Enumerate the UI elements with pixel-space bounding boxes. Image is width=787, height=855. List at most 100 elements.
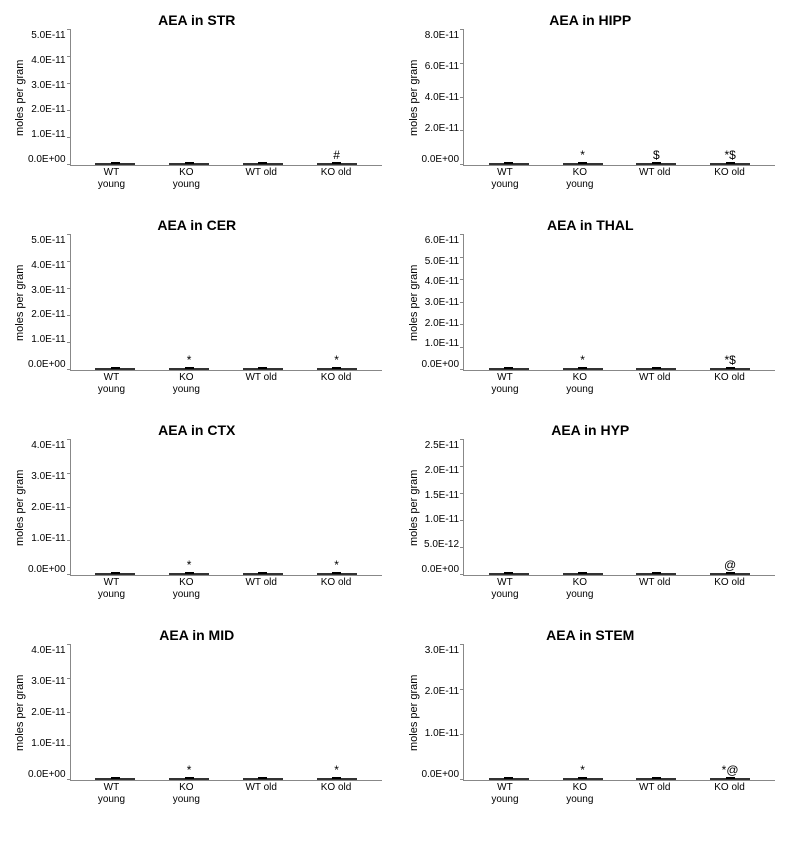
x-axis: WT youngKO youngWT oldKO old bbox=[66, 165, 382, 190]
y-tick-label: 1.0E-11 bbox=[31, 334, 65, 345]
x-tick-label: WT young bbox=[79, 577, 145, 600]
plot-area: @ bbox=[463, 440, 775, 576]
bar-group: * bbox=[304, 764, 369, 780]
bar-group bbox=[83, 354, 148, 370]
y-tick-label: 5.0E-11 bbox=[31, 235, 65, 246]
significance-marker: # bbox=[333, 149, 340, 163]
y-tick-label: 1.0E-11 bbox=[31, 129, 65, 140]
y-tick-label: 5.0E-11 bbox=[425, 256, 459, 267]
bar-group bbox=[230, 354, 295, 370]
significance-marker: * bbox=[187, 354, 192, 368]
significance-marker: * bbox=[187, 559, 192, 573]
bar-group: *$ bbox=[698, 354, 763, 370]
chart-5: AEA in HYPmoles per gram2.5E-112.0E-111.… bbox=[406, 422, 776, 617]
bar-group bbox=[624, 559, 689, 575]
y-tick-label: 1.0E-11 bbox=[425, 338, 459, 349]
x-tick-label: WT old bbox=[622, 577, 688, 600]
x-tick-label: KO old bbox=[697, 577, 763, 600]
y-axis-label: moles per gram bbox=[406, 30, 422, 165]
x-axis: WT young KO young WT old KO old bbox=[460, 165, 776, 190]
y-tick-label: 4.0E-11 bbox=[425, 92, 459, 103]
x-tick-label: WT young bbox=[472, 167, 538, 190]
plot-area: # bbox=[70, 30, 382, 166]
y-tick-label: 2.0E-11 bbox=[31, 707, 65, 718]
y-tick-label: 1.0E-11 bbox=[31, 533, 65, 544]
chart-6: AEA in MIDmoles per gram4.0E-113.0E-112.… bbox=[12, 627, 382, 822]
y-tick-label: 0.0E+00 bbox=[28, 154, 66, 165]
x-tick-label: KO young bbox=[153, 577, 219, 600]
x-tick-label: KO old bbox=[697, 167, 763, 190]
y-axis: 2.5E-112.0E-111.5E-111.0E-115.0E-120.0E+… bbox=[422, 440, 464, 575]
bar-group: * bbox=[304, 354, 369, 370]
bar-group: *$ bbox=[698, 149, 763, 165]
y-tick-label: 6.0E-11 bbox=[425, 235, 459, 246]
bar-group: * bbox=[550, 149, 615, 165]
significance-marker: * bbox=[187, 764, 192, 778]
y-axis-label: moles per gram bbox=[12, 30, 28, 165]
chart-7: AEA in STEMmoles per gram3.0E-112.0E-111… bbox=[406, 627, 776, 822]
chart-4: AEA in CTXmoles per gram4.0E-113.0E-112.… bbox=[12, 422, 382, 617]
bar-group: *@ bbox=[698, 764, 763, 780]
y-tick-label: 0.0E+00 bbox=[422, 564, 460, 575]
plot-area: ** bbox=[70, 645, 382, 781]
x-tick-label: WT young bbox=[79, 167, 145, 190]
y-tick-label: 1.0E-11 bbox=[31, 738, 65, 749]
x-tick-label: KO young bbox=[547, 577, 613, 600]
chart-title: AEA in HYP bbox=[406, 422, 776, 438]
bar-group bbox=[83, 559, 148, 575]
x-axis: WT youngKO youngWT oldKO old bbox=[66, 780, 382, 805]
y-tick-label: 2.0E-11 bbox=[425, 318, 459, 329]
y-tick-label: 4.0E-11 bbox=[31, 440, 65, 451]
y-tick-label: 2.0E-11 bbox=[31, 309, 65, 320]
y-tick-label: 4.0E-11 bbox=[31, 260, 65, 271]
bar-group bbox=[476, 354, 541, 370]
significance-marker: * bbox=[580, 354, 585, 368]
x-tick-label: KO young bbox=[547, 372, 613, 395]
x-tick-label: KO old bbox=[303, 782, 369, 805]
bar-group: * bbox=[157, 559, 222, 575]
y-tick-label: 4.0E-11 bbox=[31, 645, 65, 656]
x-tick-label: KO young bbox=[547, 782, 613, 805]
y-tick-label: 3.0E-11 bbox=[425, 645, 459, 656]
y-tick-label: 2.0E-11 bbox=[425, 123, 459, 134]
bar-group bbox=[624, 764, 689, 780]
y-tick-label: 2.0E-11 bbox=[425, 465, 459, 476]
x-axis: WT youngKO youngWT oldKO old bbox=[460, 575, 776, 600]
y-tick-label: 0.0E+00 bbox=[28, 359, 66, 370]
x-tick-label: KO young bbox=[153, 167, 219, 190]
plot-area: * *@ bbox=[463, 645, 775, 781]
y-tick-label: 3.0E-11 bbox=[31, 80, 65, 91]
y-axis: 8.0E-116.0E-114.0E-112.0E-110.0E+00 bbox=[422, 30, 464, 165]
x-tick-label: WT young bbox=[472, 372, 538, 395]
bar-group: * bbox=[157, 354, 222, 370]
bar-group: * bbox=[550, 764, 615, 780]
y-tick-label: 0.0E+00 bbox=[422, 359, 460, 370]
chart-title: AEA in THAL bbox=[406, 217, 776, 233]
plot-area: ** bbox=[70, 440, 382, 576]
chart-grid: AEA in STRmoles per gram5.0E-114.0E-113.… bbox=[12, 12, 775, 822]
y-tick-label: 3.0E-11 bbox=[31, 471, 65, 482]
significance-marker: *@ bbox=[722, 764, 739, 778]
x-tick-label: KO young bbox=[547, 167, 613, 190]
y-tick-label: 2.5E-11 bbox=[425, 440, 459, 451]
y-axis-label: moles per gram bbox=[12, 235, 28, 370]
y-axis: 5.0E-114.0E-113.0E-112.0E-111.0E-110.0E+… bbox=[28, 235, 70, 370]
x-tick-label: KO young bbox=[153, 782, 219, 805]
bar-group: * bbox=[304, 559, 369, 575]
y-tick-label: 2.0E-11 bbox=[31, 502, 65, 513]
chart-title: AEA in STEM bbox=[406, 627, 776, 643]
y-tick-label: 3.0E-11 bbox=[31, 676, 65, 687]
plot-area: ** bbox=[70, 235, 382, 371]
y-tick-label: 2.0E-11 bbox=[31, 104, 65, 115]
significance-marker: @ bbox=[724, 559, 736, 573]
bar-group: * bbox=[157, 764, 222, 780]
significance-marker: * bbox=[580, 149, 585, 163]
x-tick-label: KO old bbox=[303, 577, 369, 600]
bar-group bbox=[476, 559, 541, 575]
y-axis: 4.0E-113.0E-112.0E-111.0E-110.0E+00 bbox=[28, 440, 70, 575]
y-tick-label: 3.0E-11 bbox=[425, 297, 459, 308]
y-axis-label: moles per gram bbox=[12, 440, 28, 575]
bar-group bbox=[157, 149, 222, 165]
x-tick-label: WT old bbox=[622, 372, 688, 395]
x-tick-label: WT old bbox=[622, 167, 688, 190]
